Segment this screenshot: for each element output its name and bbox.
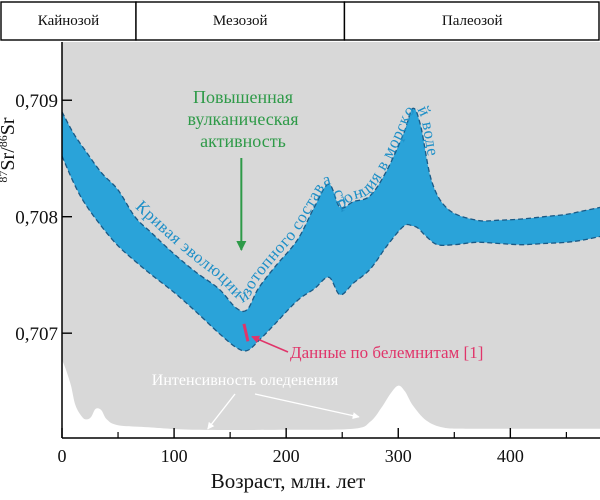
era-label-1: Мезозой	[213, 13, 268, 29]
y-axis-ticks: 0,709 0,708 0,707	[15, 91, 72, 345]
strontium-lower-boundary	[62, 155, 600, 352]
strontium-band	[62, 108, 600, 351]
volcanic-label-line1: Повышенная	[193, 87, 293, 107]
svg-text:87Sr/86Sr: 87Sr/86Sr	[0, 117, 19, 182]
y-tick-label-1: 0,708	[15, 208, 58, 229]
era-box-2	[343, 1, 600, 41]
x-tick-label-2: 200	[273, 446, 300, 466]
glaciation-area	[62, 360, 600, 438]
era-box-0	[0, 1, 137, 41]
volcanic-label-line3: активность	[200, 131, 286, 151]
y-tick-label-2: 0,707	[15, 324, 58, 345]
y-axis-label: 87Sr/86Sr	[0, 117, 19, 182]
x-tick-label-3: 300	[385, 446, 412, 466]
belemnite-data-bar	[242, 323, 250, 342]
belemnite-arrow	[251, 335, 289, 353]
era-header: Кайнозой Мезозой Палеозой	[0, 1, 600, 41]
belemnite-label: Данные по белемнитам [1]	[290, 343, 483, 362]
era-label-2: Палеозой	[442, 13, 503, 29]
y-tick-label-0: 0,709	[15, 91, 58, 112]
x-tick-label-1: 100	[161, 446, 188, 466]
glaciation-label: Интенсивность оледенения	[152, 372, 339, 389]
x-tick-label-0: 0	[58, 446, 67, 466]
x-tick-label-4: 400	[497, 446, 524, 466]
glaciation-arrow-right	[254, 393, 360, 420]
strontium-upper-boundary	[62, 107, 600, 313]
volcanic-label-line2: вулканическая	[187, 109, 298, 129]
x-axis-title: Возраст, млн. лет	[211, 469, 366, 493]
glaciation-arrow-left	[207, 393, 236, 430]
x-axis-ticks: 0 100 200 300 400	[58, 428, 567, 466]
era-label-0: Кайнозой	[38, 13, 99, 29]
